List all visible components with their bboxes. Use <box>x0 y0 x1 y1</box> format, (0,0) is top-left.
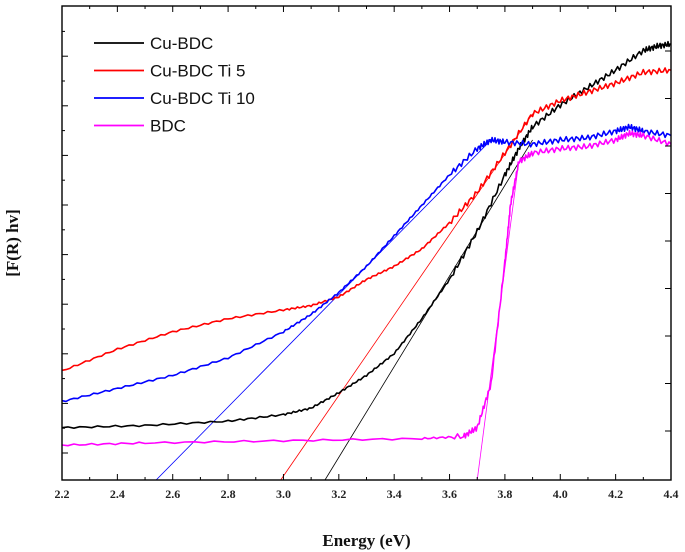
legend-label: Cu-BDC Ti 5 <box>150 62 245 81</box>
x-tick-label: 3.2 <box>331 487 346 501</box>
legend-item-bdc: BDC <box>94 117 186 136</box>
x-tick-label: 4.2 <box>608 487 623 501</box>
legend: Cu-BDC Cu-BDC Ti 5 Cu-BDC Ti 10 BDC <box>94 34 255 136</box>
legend-item-cu-bdc-ti-5: Cu-BDC Ti 5 <box>94 62 245 81</box>
y-axis-title: [F(R) hv] <box>3 209 22 277</box>
x-tick-label: 2.4 <box>110 487 125 501</box>
legend-label: Cu-BDC Ti 10 <box>150 89 255 108</box>
x-tick-label: 4.4 <box>664 487 679 501</box>
x-axis-title: Energy (eV) <box>322 531 410 550</box>
x-tick-label: 3.0 <box>276 487 291 501</box>
series-line-cu-bdc-ti-10 <box>62 123 671 403</box>
x-tick-label: 3.6 <box>442 487 457 501</box>
x-tick-label: 4.0 <box>553 487 568 501</box>
legend-item-cu-bdc-ti-10: Cu-BDC Ti 10 <box>94 89 255 108</box>
x-tick-label: 2.6 <box>165 487 180 501</box>
series-line-cu-bdc-ti-5 <box>62 67 671 372</box>
tangent-line-cu-bdc-ti-10 <box>155 139 492 480</box>
x-tick-label: 3.8 <box>497 487 512 501</box>
tangent-lines <box>155 113 533 480</box>
legend-item-cu-bdc: Cu-BDC <box>94 34 213 53</box>
x-ticks: 2.2 2.4 2.6 2.8 3.0 3.2 3.4 3.6 3.8 4.0 4.2 4.4 <box>55 6 679 501</box>
legend-label: Cu-BDC <box>150 34 213 53</box>
x-tick-label: 2.8 <box>221 487 236 501</box>
series-line-cu-bdc <box>62 40 671 430</box>
tangent-line-cu-bdc <box>324 139 533 480</box>
series-line-bdc <box>62 129 671 447</box>
legend-label: BDC <box>150 117 186 136</box>
y-ticks <box>62 30 671 454</box>
x-tick-label: 2.2 <box>55 487 70 501</box>
x-tick-label: 3.4 <box>387 487 402 501</box>
series-lines <box>62 40 671 447</box>
